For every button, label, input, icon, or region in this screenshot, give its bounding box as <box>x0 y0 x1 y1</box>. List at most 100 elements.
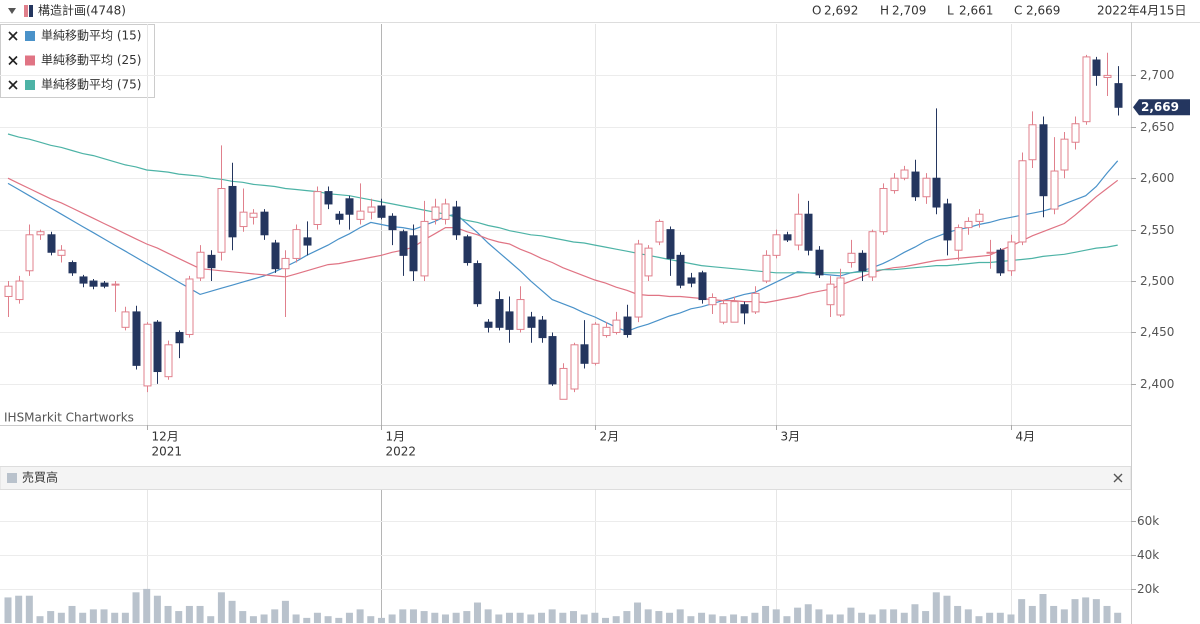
volume-bar <box>441 614 449 623</box>
volume-bar <box>249 616 257 623</box>
volume-bar <box>271 609 279 623</box>
candle-body <box>473 263 482 305</box>
volume-bar <box>25 595 33 623</box>
candle-body <box>527 316 536 328</box>
volume-bar <box>655 611 663 623</box>
candle-body <box>132 311 141 366</box>
legend-remove[interactable] <box>8 80 18 90</box>
candle-body <box>228 185 237 238</box>
dropdown-toggle[interactable] <box>8 8 16 14</box>
x-tick-label: 4月 <box>1016 430 1036 444</box>
volume-bar <box>121 612 129 623</box>
volume-bar <box>207 616 215 623</box>
candle-body <box>847 252 856 264</box>
volume-bar <box>356 609 364 623</box>
candle-body <box>1092 59 1101 76</box>
candle-body <box>644 247 653 277</box>
volume-bar <box>239 611 247 623</box>
legend-remove[interactable] <box>8 55 18 66</box>
volume-bar <box>1060 609 1068 623</box>
price-tag <box>1133 99 1190 116</box>
moving-average-line <box>7 177 1119 304</box>
volume-bar <box>900 612 908 623</box>
volume-bar <box>196 605 204 623</box>
legend-label: 単純移動平均 (75) <box>41 78 141 92</box>
candle-body <box>1114 83 1123 108</box>
candle-body <box>15 280 24 301</box>
volume-bar <box>740 616 748 623</box>
volume-bar <box>1018 599 1026 623</box>
candle-body <box>1050 170 1059 210</box>
candle-body <box>196 251 205 279</box>
candle-body <box>964 220 973 229</box>
candle-body <box>388 215 397 231</box>
candle-body <box>762 254 771 282</box>
legend-label: 単純移動平均 (25) <box>41 53 141 67</box>
candle-body <box>239 211 248 228</box>
volume-bar <box>644 609 652 623</box>
volume-bar <box>751 612 759 623</box>
candle-body <box>79 276 88 284</box>
volume-bar <box>281 600 289 623</box>
candle-body <box>1039 124 1048 197</box>
candle-body <box>815 249 824 276</box>
volume-bar <box>548 609 556 623</box>
volume-bar <box>1039 594 1047 623</box>
candle-body <box>4 285 13 297</box>
ohlc-name: O <box>812 4 821 18</box>
y-tick-label: 40k <box>1137 548 1159 562</box>
candle-body <box>986 251 995 254</box>
volume-bar <box>612 616 620 623</box>
volume-bar <box>79 612 87 623</box>
candle-body <box>292 229 301 259</box>
price-tag-label: 2,669 <box>1141 100 1179 114</box>
candle-body <box>57 249 66 256</box>
volume-bar <box>1114 612 1122 623</box>
volume-bar <box>762 605 770 623</box>
candle-body <box>634 243 643 318</box>
volume-bar <box>367 616 375 623</box>
y-tick-label: 60k <box>1137 514 1159 528</box>
volume-bar <box>89 609 97 623</box>
volume-bar <box>1071 599 1079 623</box>
candle-body <box>804 213 813 251</box>
candle-body <box>1028 124 1037 161</box>
volume-bar <box>399 609 407 623</box>
legend-remove[interactable] <box>8 31 18 41</box>
symbol-icon <box>24 5 28 17</box>
y-tick-label: 2,500 <box>1140 274 1174 288</box>
volume-bar <box>143 588 151 623</box>
volume-bar <box>847 607 855 623</box>
candle-body <box>47 234 56 253</box>
volume-bar <box>559 612 567 623</box>
volume-bar <box>634 602 642 623</box>
volume-bar <box>623 611 631 623</box>
candle-body <box>922 177 931 198</box>
volume-bar <box>932 592 940 623</box>
volume-bar <box>516 612 524 623</box>
y-tick-label: 2,450 <box>1140 325 1174 339</box>
candle-body <box>121 311 130 328</box>
volume-bar <box>292 614 300 623</box>
volume-bar <box>794 607 802 623</box>
candle-body <box>260 211 269 236</box>
legend-swatch <box>25 55 35 66</box>
candle-body <box>911 171 920 198</box>
volume-bar <box>580 614 588 623</box>
candle-body <box>377 205 386 218</box>
volume-bar <box>164 605 172 623</box>
candle-body <box>335 213 344 220</box>
ohlc-name: H <box>880 4 889 18</box>
watermark: IHSMarkit Chartworks <box>4 411 134 425</box>
candle-body <box>153 321 162 373</box>
candle-body <box>655 220 664 243</box>
candle-body <box>143 323 152 387</box>
close-panel[interactable] <box>1113 473 1123 483</box>
candle-body <box>879 188 888 233</box>
legend-label: 単純移動平均 (15) <box>41 29 141 43</box>
volume-bar <box>388 614 396 623</box>
volume-bar <box>1092 599 1100 623</box>
volume-bar <box>954 605 962 623</box>
candle-body <box>303 237 312 246</box>
candle-body <box>548 336 557 385</box>
